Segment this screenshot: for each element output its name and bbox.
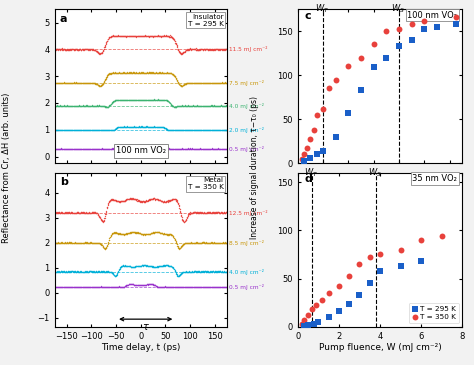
Point (345, 110, 352, 116)
Text: b: b (60, 177, 68, 187)
Point (298, 156, 305, 162)
T = 295 K (310, 321, 318, 327)
Text: $W_S$: $W_S$ (368, 167, 382, 179)
Point (319, 148, 327, 154)
T = 350 K (304, 312, 312, 318)
Point (357, 55, 365, 61)
T = 350 K (309, 306, 316, 312)
Text: 12.5 mJ cm⁻²: 12.5 mJ cm⁻² (229, 210, 267, 216)
Text: $W_S$: $W_S$ (391, 3, 405, 15)
T = 295 K (376, 268, 384, 274)
T = 350 K (298, 321, 306, 327)
T = 295 K (300, 323, 308, 329)
Text: 100 nm VO₂: 100 nm VO₂ (116, 146, 166, 155)
T = 295 K (356, 292, 363, 298)
Text: 4.0 mJ cm⁻²: 4.0 mJ cm⁻² (229, 269, 264, 274)
T = 350 K (346, 273, 353, 278)
T = 295 K (315, 319, 322, 325)
Point (357, 87, 365, 93)
T = 350 K (438, 233, 446, 239)
Point (303, 145, 310, 151)
Text: $W_T$: $W_T$ (315, 3, 329, 15)
Point (307, 137, 314, 142)
T = 295 K (346, 301, 353, 307)
T = 350 K (417, 237, 425, 243)
T = 350 K (397, 247, 404, 253)
Point (307, 155, 314, 161)
T = 350 K (366, 254, 374, 260)
Point (452, 14, 460, 20)
Text: 35 nm VO₂: 35 nm VO₂ (412, 174, 457, 183)
Text: Increase of signal duration, τ−τ₀ (ps): Increase of signal duration, τ−τ₀ (ps) (250, 96, 259, 239)
T = 350 K (300, 317, 308, 323)
Point (301, 151, 308, 157)
Point (313, 112, 320, 118)
Point (345, 64, 352, 69)
Point (452, 21, 460, 27)
T = 350 K (325, 290, 332, 296)
Point (332, 77, 339, 82)
T = 350 K (335, 283, 343, 289)
Text: 100 nm VO₂: 100 nm VO₂ (407, 11, 457, 20)
T = 295 K (304, 322, 312, 328)
Text: Insulator
T = 295 K: Insulator T = 295 K (188, 14, 224, 27)
Point (370, 64, 377, 70)
Text: 0.5 mJ cm⁻²: 0.5 mJ cm⁻² (229, 284, 264, 289)
Text: 4.0 mJ cm⁻²: 4.0 mJ cm⁻² (229, 103, 264, 109)
Point (301, 158, 308, 164)
Point (420, 18, 428, 23)
Text: 2.0 mJ cm⁻²: 2.0 mJ cm⁻² (229, 127, 264, 133)
T = 295 K (397, 263, 404, 269)
Text: a: a (60, 14, 67, 24)
Text: 8.5 mJ cm⁻²: 8.5 mJ cm⁻² (229, 240, 264, 246)
Text: $W_T$: $W_T$ (304, 167, 318, 179)
T = 350 K (376, 251, 384, 257)
Text: 0.5 mJ cm⁻²: 0.5 mJ cm⁻² (229, 146, 264, 151)
Text: 11.5 mJ cm⁻²: 11.5 mJ cm⁻² (229, 46, 267, 52)
Point (420, 27, 428, 32)
Point (433, 24, 441, 30)
Point (332, 134, 339, 140)
Legend: T = 295 K, T = 350 K: T = 295 K, T = 350 K (409, 303, 458, 323)
Text: $\tau$: $\tau$ (142, 322, 150, 333)
T = 295 K (325, 314, 332, 320)
Point (408, 37, 415, 43)
X-axis label: Pump fluence, W (mJ cm⁻²): Pump fluence, W (mJ cm⁻²) (319, 343, 441, 352)
T = 295 K (335, 308, 343, 314)
Point (319, 106, 327, 112)
T = 350 K (356, 261, 363, 267)
Point (395, 43, 403, 49)
Point (383, 55, 390, 61)
Text: Metal
T = 350 K: Metal T = 350 K (188, 177, 224, 190)
Point (395, 27, 403, 32)
Text: c: c (304, 11, 311, 21)
Point (370, 42, 377, 47)
Text: d: d (304, 174, 312, 184)
Text: 7.5 mJ cm⁻²: 7.5 mJ cm⁻² (229, 80, 264, 86)
T = 295 K (417, 258, 425, 264)
Point (313, 151, 320, 157)
Text: Reflectance from Cr, ΔH (arb. units): Reflectance from Cr, ΔH (arb. units) (2, 93, 11, 243)
T = 295 K (366, 280, 374, 286)
X-axis label: Time delay, t (ps): Time delay, t (ps) (101, 343, 181, 352)
T = 350 K (319, 297, 326, 303)
T = 350 K (312, 303, 320, 308)
Point (310, 127, 318, 133)
Point (326, 85, 333, 91)
Point (408, 21, 415, 27)
Point (383, 28, 390, 34)
